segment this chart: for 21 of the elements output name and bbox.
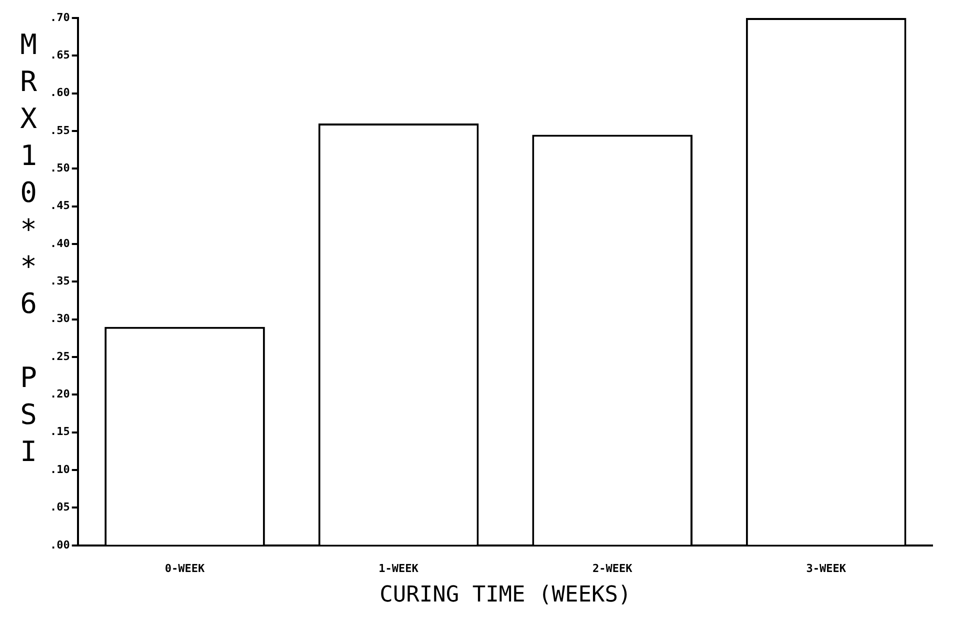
y-tick-label: .25 (50, 350, 70, 363)
y-tick-label: .30 (50, 312, 70, 326)
x-tick-label: 3-WEEK (806, 562, 846, 575)
x-tick-label: 2-WEEK (592, 562, 633, 575)
x-tick-label: 0-WEEK (164, 562, 205, 575)
y-tick-label: .55 (50, 124, 70, 137)
y-tick-label: .00 (50, 538, 70, 552)
y-tick-label: .15 (50, 425, 70, 438)
y-tick-label: .20 (50, 388, 70, 401)
y-axis-title: MRX10**6 PSI (11, 27, 46, 472)
y-tick-label: .60 (50, 86, 70, 100)
y-tick-label: .35 (50, 274, 70, 288)
y-tick-label: .70 (50, 10, 70, 24)
y-tick-label: .05 (50, 500, 70, 514)
x-tick-label: 1-WEEK (378, 562, 419, 575)
y-tick-label: .50 (50, 162, 70, 175)
y-tick-label: .10 (50, 462, 70, 476)
y-tick-label: .45 (50, 199, 70, 212)
y-tick-label: .40 (50, 236, 70, 250)
x-axis-title: CURING TIME (WEEKS) (380, 582, 632, 608)
y-tick-label: .65 (50, 48, 70, 62)
